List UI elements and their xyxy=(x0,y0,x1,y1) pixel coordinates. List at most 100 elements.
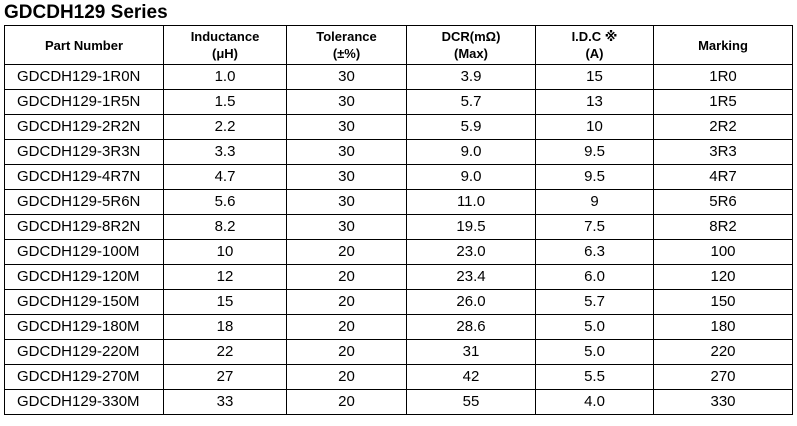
cell-inductance: 8.2 xyxy=(163,214,287,240)
table-row: GDCDH129-180M 18 20 28.6 5.0 180 xyxy=(4,314,793,340)
cell-idc: 6.0 xyxy=(535,264,654,290)
cell-dcr: 28.6 xyxy=(406,314,536,340)
cell-marking: 2R2 xyxy=(653,114,793,140)
cell-idc: 5.7 xyxy=(535,289,654,315)
header-dcr-unit: (Max) xyxy=(454,46,488,61)
header-inductance-label: Inductance xyxy=(190,29,260,44)
header-marking-label: Marking xyxy=(698,37,748,53)
cell-idc: 9 xyxy=(535,189,654,215)
cell-inductance: 10 xyxy=(163,239,287,265)
cell-dcr: 5.7 xyxy=(406,89,536,115)
cell-marking: 3R3 xyxy=(653,139,793,165)
cell-tolerance: 20 xyxy=(286,289,407,315)
cell-part-number: GDCDH129-1R0N xyxy=(4,64,164,90)
table-row: GDCDH129-8R2N 8.2 30 19.5 7.5 8R2 xyxy=(4,214,793,240)
cell-tolerance: 20 xyxy=(286,264,407,290)
cell-part-number: GDCDH129-8R2N xyxy=(4,214,164,240)
page-title: GDCDH129 Series xyxy=(4,2,168,23)
spec-table-body: GDCDH129-1R0N 1.0 30 3.9 15 1R0 GDCDH129-1R5N 1… xyxy=(4,64,793,415)
cell-marking: 220 xyxy=(653,339,793,365)
cell-dcr: 23.0 xyxy=(406,239,536,265)
header-part-number-label: Part Number xyxy=(44,37,124,53)
cell-dcr: 23.4 xyxy=(406,264,536,290)
cell-inductance: 22 xyxy=(163,339,287,365)
header-row: Part Number Inductance (μH) Tolerance (±… xyxy=(4,25,793,65)
table-row: GDCDH129-220M 22 20 31 5.0 220 xyxy=(4,339,793,365)
cell-tolerance: 20 xyxy=(286,364,407,390)
table-row: GDCDH129-270M 27 20 42 5.5 270 xyxy=(4,364,793,390)
cell-inductance: 2.2 xyxy=(163,114,287,140)
cell-marking: 1R0 xyxy=(653,64,793,90)
cell-marking: 4R7 xyxy=(653,164,793,190)
cell-dcr: 9.0 xyxy=(406,139,536,165)
cell-tolerance: 30 xyxy=(286,64,407,90)
cell-idc: 5.0 xyxy=(535,339,654,365)
cell-inductance: 27 xyxy=(163,364,287,390)
cell-part-number: GDCDH129-5R6N xyxy=(4,189,164,215)
cell-marking: 100 xyxy=(653,239,793,265)
cell-inductance: 3.3 xyxy=(163,139,287,165)
cell-part-number: GDCDH129-2R2N xyxy=(4,114,164,140)
cell-inductance: 1.0 xyxy=(163,64,287,90)
cell-part-number: GDCDH129-330M xyxy=(4,389,164,415)
header-dcr-label: DCR(mΩ) xyxy=(441,29,501,44)
cell-idc: 10 xyxy=(535,114,654,140)
cell-tolerance: 30 xyxy=(286,139,407,165)
cell-dcr: 3.9 xyxy=(406,64,536,90)
table-row: GDCDH129-4R7N 4.7 30 9.0 9.5 4R7 xyxy=(4,164,793,190)
header-inductance-unit: (μH) xyxy=(212,46,238,61)
cell-idc: 13 xyxy=(535,89,654,115)
cell-tolerance: 30 xyxy=(286,89,407,115)
table-row: GDCDH129-3R3N 3.3 30 9.0 9.5 3R3 xyxy=(4,139,793,165)
cell-marking: 8R2 xyxy=(653,214,793,240)
table-row: GDCDH129-1R5N 1.5 30 5.7 13 1R5 xyxy=(4,89,793,115)
cell-idc: 4.0 xyxy=(535,389,654,415)
table-row: GDCDH129-100M 10 20 23.0 6.3 100 xyxy=(4,239,793,265)
header-tolerance-unit: (±%) xyxy=(332,46,361,61)
cell-marking: 150 xyxy=(653,289,793,315)
cell-part-number: GDCDH129-1R5N xyxy=(4,89,164,115)
cell-tolerance: 20 xyxy=(286,314,407,340)
cell-dcr: 42 xyxy=(406,364,536,390)
cell-dcr: 9.0 xyxy=(406,164,536,190)
cell-part-number: GDCDH129-270M xyxy=(4,364,164,390)
table-row: GDCDH129-330M 33 20 55 4.0 330 xyxy=(4,389,793,415)
cell-tolerance: 30 xyxy=(286,214,407,240)
spec-table: Part Number Inductance (μH) Tolerance (±… xyxy=(4,25,793,415)
header-inductance: Inductance (μH) xyxy=(163,25,287,65)
cell-tolerance: 30 xyxy=(286,189,407,215)
cell-part-number: GDCDH129-150M xyxy=(4,289,164,315)
cell-tolerance: 20 xyxy=(286,389,407,415)
cell-part-number: GDCDH129-4R7N xyxy=(4,164,164,190)
header-idc: I.D.C ※ (A) xyxy=(535,25,654,65)
cell-part-number: GDCDH129-3R3N xyxy=(4,139,164,165)
header-marking: Marking xyxy=(653,25,793,65)
cell-tolerance: 20 xyxy=(286,239,407,265)
cell-part-number: GDCDH129-220M xyxy=(4,339,164,365)
cell-inductance: 33 xyxy=(163,389,287,415)
cell-inductance: 12 xyxy=(163,264,287,290)
cell-marking: 1R5 xyxy=(653,89,793,115)
cell-idc: 5.0 xyxy=(535,314,654,340)
cell-marking: 120 xyxy=(653,264,793,290)
table-row: GDCDH129-5R6N 5.6 30 11.0 9 5R6 xyxy=(4,189,793,215)
cell-idc: 9.5 xyxy=(535,139,654,165)
header-tolerance-label: Tolerance xyxy=(316,29,377,44)
cell-dcr: 11.0 xyxy=(406,189,536,215)
cell-idc: 9.5 xyxy=(535,164,654,190)
cell-part-number: GDCDH129-100M xyxy=(4,239,164,265)
cell-marking: 330 xyxy=(653,389,793,415)
cell-tolerance: 30 xyxy=(286,114,407,140)
header-idc-label: I.D.C ※ xyxy=(571,29,618,44)
cell-inductance: 15 xyxy=(163,289,287,315)
table-row: GDCDH129-120M 12 20 23.4 6.0 120 xyxy=(4,264,793,290)
cell-idc: 15 xyxy=(535,64,654,90)
cell-dcr: 5.9 xyxy=(406,114,536,140)
cell-dcr: 26.0 xyxy=(406,289,536,315)
table-row: GDCDH129-150M 15 20 26.0 5.7 150 xyxy=(4,289,793,315)
header-tolerance: Tolerance (±%) xyxy=(286,25,407,65)
cell-dcr: 19.5 xyxy=(406,214,536,240)
header-idc-unit: (A) xyxy=(585,46,604,61)
cell-marking: 180 xyxy=(653,314,793,340)
